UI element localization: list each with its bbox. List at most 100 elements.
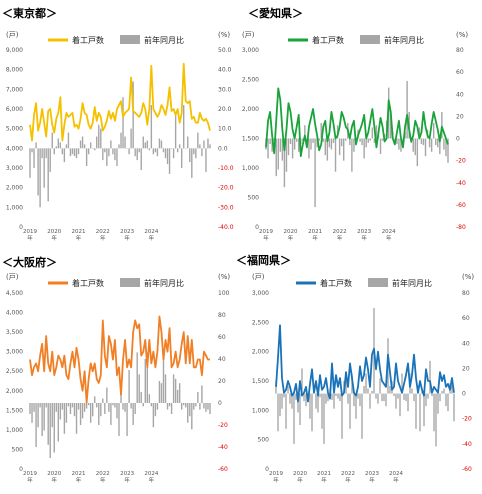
yoy-bar [427,393,429,399]
yoy-bar [75,403,78,434]
yoy-bar [381,138,384,141]
yoy-bar [295,393,297,400]
yoy-bar [375,393,377,399]
x-year-label: 2021 [317,471,331,477]
yoy-bar [311,393,313,432]
yoy-bar [55,146,57,149]
yoy-bar [168,148,171,174]
yoy-bar [176,148,179,153]
yoy-bar [207,138,209,149]
yoy-bar [53,148,55,155]
yoy-bar [195,403,197,407]
right-tick-label: -60 [218,466,228,473]
legend-bar-label: 前年同月比 [144,35,184,45]
yoy-bar [305,393,307,407]
right-axis-unit: (%) [218,273,230,281]
yoy-bar [185,148,187,149]
yoy-bar [120,132,122,149]
yoy-bar [334,138,337,172]
x-year-label: 2022 [333,229,347,235]
yoy-bar [146,140,148,149]
yoy-bar [61,403,64,410]
left-axis-unit: (戸) [252,273,265,281]
left-tick-label: 3,000 [252,290,269,297]
yoy-bar [67,132,70,149]
yoy-bar [164,148,167,159]
yoy-bar [108,403,110,412]
yoy-bar [327,393,329,402]
yoy-bar [156,403,159,410]
x-year-label: 2023 [120,471,134,477]
left-tick-label: 0 [19,224,23,231]
yoy-bar [279,393,281,417]
yoy-bar [35,403,37,447]
yoy-bar [353,138,355,152]
x-year-suffix: 年 [124,234,130,242]
yoy-bar [158,381,161,403]
x-year-label: 2019 [23,471,37,477]
left-tick-label: 1,000 [242,165,259,172]
yoy-bar [314,138,316,208]
yoy-bar [363,138,365,159]
yoy-bar [77,148,80,155]
left-tick-label: 2,000 [252,349,269,356]
legend-bar-label: 前年同月比 [392,278,432,288]
yoy-bar [146,352,148,403]
yoy-bar [351,138,353,172]
left-tick-label: 0 [255,224,259,231]
yoy-bar [369,138,371,141]
yoy-bar [369,393,371,409]
x-year-label: 2020 [47,229,61,235]
yoy-bar [338,138,341,156]
yoy-bar [418,127,421,139]
yoy-bar [365,373,367,394]
yoy-bar [142,403,144,407]
yoy-bar [112,403,114,406]
yoy-bar [124,403,126,412]
yoy-bar [289,393,291,404]
yoy-bar [437,393,439,414]
left-tick-label: 500 [12,446,24,453]
left-tick-label: 1,500 [252,378,269,385]
yoy-bar [205,403,207,412]
yoy-bar [77,403,80,410]
yoy-bar [333,393,335,409]
right-tick-label: 0 [462,391,466,398]
yoy-bar [100,128,102,149]
left-tick-label: 0 [265,466,269,473]
legend: 着工戸数 前年同月比 [48,278,184,288]
yoy-bar [176,389,179,403]
yoy-bar [39,403,41,408]
yoy-bar [405,393,407,402]
yoy-bar [340,138,343,147]
yoy-bar [92,148,94,149]
yoy-bar [41,148,43,159]
x-year-label: 2021 [72,471,86,477]
yoy-bar [170,403,173,414]
yoy-bar [398,138,400,150]
yoy-bar [406,80,408,139]
yoy-bar [371,127,374,139]
right-tick-label: 40 [462,340,470,347]
yoy-bar [308,138,310,159]
right-tick-label: -20.0 [218,185,234,192]
yoy-bar [389,386,391,394]
yoy-bar [441,391,443,394]
x-year-suffix: 年 [124,476,130,484]
x-year-label: 2020 [284,229,298,235]
yoy-bar [302,138,304,141]
yoy-bar [104,148,106,153]
yoy-bar [441,111,443,139]
yoy-bar [343,138,345,161]
x-year-suffix: 年 [52,234,58,242]
yoy-bar [209,403,211,414]
yoy-bar [180,403,183,410]
yoy-bar [43,403,45,431]
bar-series [29,352,211,458]
yoy-bar [317,393,319,413]
x-year-suffix: 年 [312,234,318,242]
yoy-bar [439,138,441,154]
x-year-suffix: 年 [297,476,303,484]
right-tick-label: 80 [218,312,226,319]
yoy-bar [429,360,431,394]
